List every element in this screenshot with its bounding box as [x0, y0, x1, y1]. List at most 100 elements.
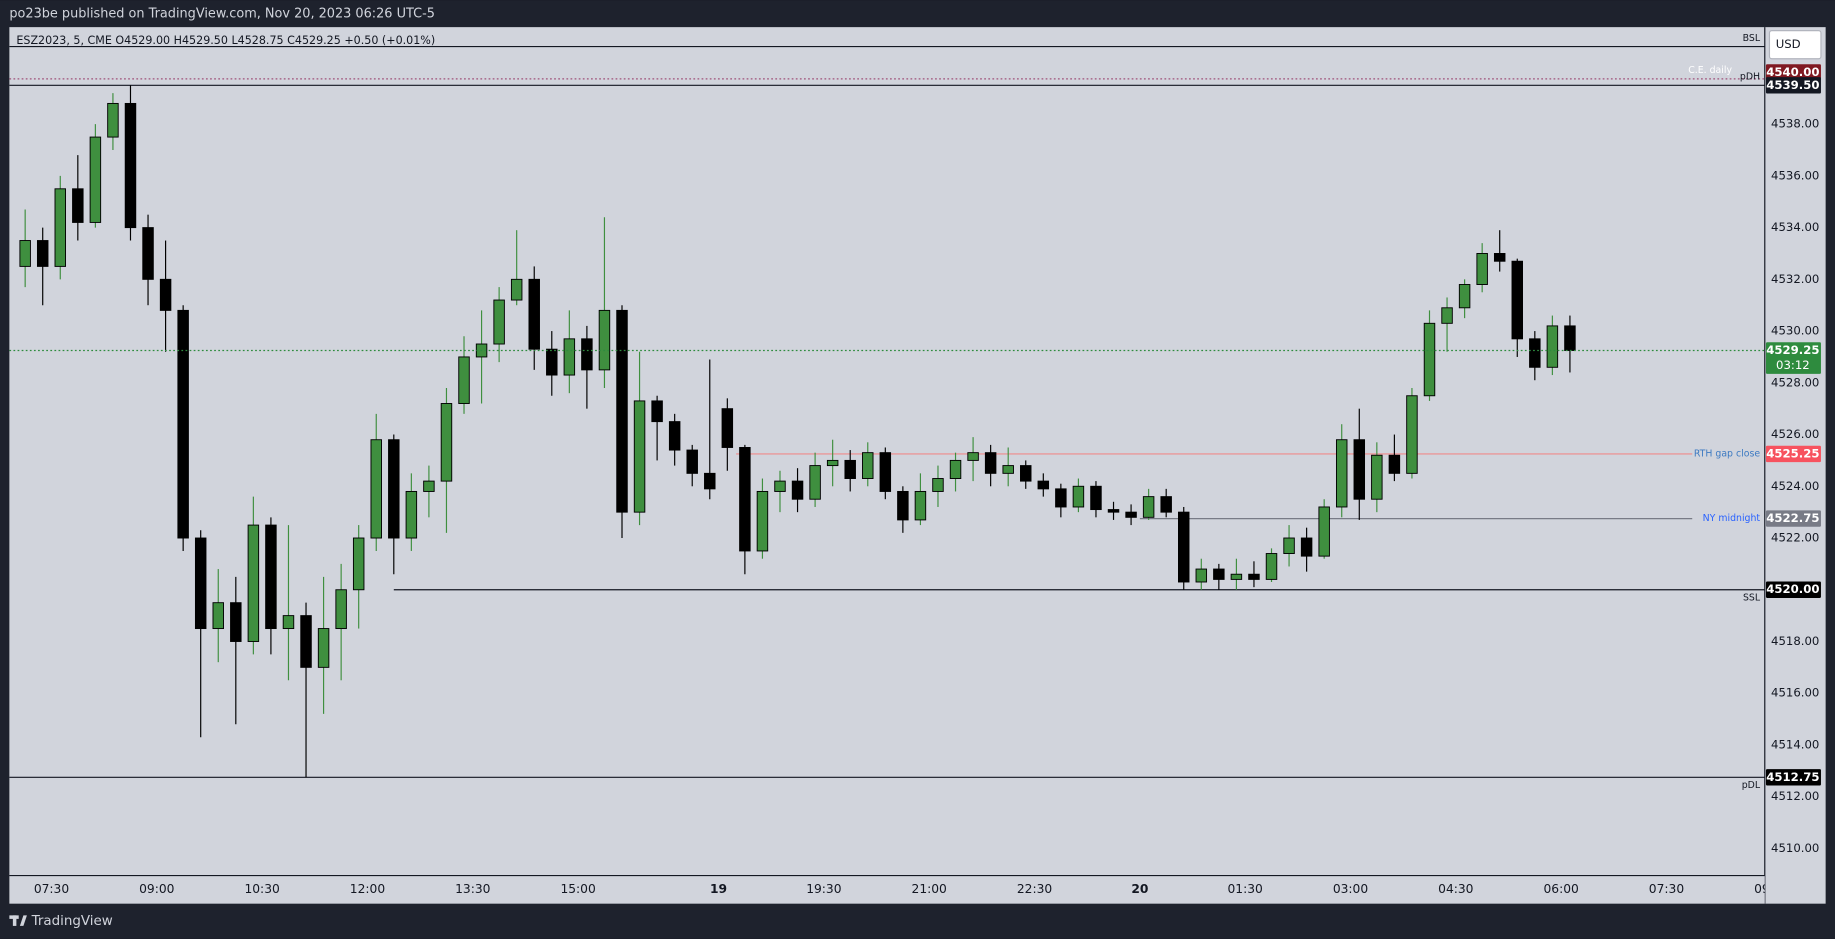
candle-body	[1476, 253, 1488, 285]
candle-body	[633, 400, 646, 513]
y-tick-label: 4536.00	[1771, 168, 1819, 182]
candle-body	[897, 490, 909, 521]
candle-body	[1107, 509, 1120, 513]
x-tick-label: 07:30	[34, 882, 69, 896]
price-axis-labels: 4538.00 4536.00 4534.00 4532.00 4530.00 4528.…	[1765, 64, 1821, 855]
x-tick-label: 01:30	[1227, 882, 1262, 896]
x-tick-label: 20	[1131, 882, 1148, 896]
y-tick-label: 4510.00	[1771, 841, 1819, 855]
candle-body	[142, 227, 154, 280]
candle-body	[1511, 260, 1524, 340]
candle-body	[546, 348, 558, 376]
level-label: pDL	[1742, 780, 1761, 791]
price-badge-label: 4539.50	[1766, 78, 1819, 92]
time-axis	[9, 875, 1765, 904]
candle-body	[704, 472, 716, 490]
candle-body	[1213, 568, 1225, 580]
candle-body	[124, 102, 137, 229]
price-badge-label: 4522.75	[1766, 511, 1819, 525]
y-tick-label: 4512.00	[1771, 789, 1819, 803]
level-label: SSL	[1743, 592, 1761, 603]
price-badge	[1765, 581, 1821, 598]
currency-button[interactable]	[1768, 30, 1822, 60]
y-tick-label: 4530.00	[1771, 324, 1819, 338]
candle-body	[1353, 439, 1366, 500]
x-tick-label: 04:30	[1438, 882, 1473, 896]
candle-body	[651, 400, 663, 423]
price-badge-label: 4525.25	[1766, 446, 1819, 460]
y-tick-label: 4528.00	[1771, 375, 1819, 389]
candle-body	[914, 490, 927, 521]
candle-body	[1002, 465, 1014, 474]
candle-body	[282, 615, 295, 630]
candle-body	[265, 524, 277, 630]
x-tick-label: 19:30	[806, 882, 841, 896]
candle-body	[388, 439, 400, 539]
candle-body	[809, 465, 821, 500]
price-badge-label: 4520.00	[1766, 582, 1819, 596]
candle-body	[739, 447, 751, 552]
price-badge	[1765, 342, 1821, 374]
candle-body	[686, 449, 698, 474]
candle-body	[1564, 325, 1576, 351]
candle-body	[616, 309, 628, 513]
x-tick-label: 13:30	[455, 882, 490, 896]
y-tick-label: 4516.00	[1771, 686, 1819, 700]
candle-body	[774, 480, 786, 492]
y-tick-label: 4514.00	[1771, 737, 1819, 751]
level-label: pDH	[1740, 72, 1760, 83]
x-tick-label: 10:30	[244, 882, 279, 896]
price-badge-label: 4512.75	[1766, 770, 1819, 784]
candle-body	[1406, 395, 1418, 474]
candle-body	[230, 602, 242, 642]
candle-body	[72, 188, 84, 223]
x-tick-label: 03:00	[1333, 882, 1368, 896]
candle-body	[370, 439, 382, 539]
candle-body	[510, 278, 523, 301]
candle-body	[1441, 307, 1453, 324]
x-tick-label: 07:30	[1649, 882, 1684, 896]
candle-body	[177, 309, 189, 539]
candle-body	[1493, 253, 1506, 262]
legend: ESZ2023, 5, CME O4529.00 H4529.50 L4528.…	[16, 34, 435, 47]
price-badge-countdown: 03:12	[1776, 358, 1810, 372]
candle-body	[721, 408, 734, 448]
candle-body	[1458, 284, 1471, 309]
x-tick-label: 15:00	[560, 882, 595, 896]
y-tick-label: 4534.00	[1771, 220, 1819, 234]
plot: BSL C.E. daily pDH RTH gap close NY midnight…	[9, 33, 1765, 791]
candle-body	[247, 524, 260, 642]
candle-body	[423, 480, 435, 492]
x-tick-label: 06:00	[1543, 882, 1578, 896]
candle-body	[1020, 465, 1032, 482]
candle-body	[563, 338, 576, 376]
candle-body	[581, 338, 593, 371]
candle-body	[1195, 568, 1208, 583]
candle-body	[668, 421, 681, 451]
candle-body	[1423, 322, 1436, 397]
level-label: BSL	[1743, 33, 1761, 44]
y-tick-label: 4532.00	[1771, 272, 1819, 286]
candle-body	[89, 136, 102, 223]
candle-body	[756, 490, 769, 552]
candle-body	[300, 615, 312, 668]
candle-body	[405, 490, 418, 539]
candle-body	[1142, 496, 1155, 518]
candle-body	[598, 309, 611, 371]
candle-body	[352, 537, 365, 591]
candle-body	[1248, 573, 1260, 580]
y-tick-label: 4518.00	[1771, 634, 1819, 648]
candle-body	[1230, 573, 1243, 580]
candle-body	[879, 452, 892, 492]
candle-body	[1300, 537, 1313, 557]
price-badge-label: 4529.25	[1766, 343, 1819, 357]
x-tick-label: 09:00	[1754, 882, 1789, 896]
currency[interactable]: USD	[1776, 37, 1801, 51]
x-tick-label: 09:00	[139, 882, 174, 896]
footer-logo	[9, 915, 27, 926]
candle-body	[1125, 511, 1137, 518]
header: po23be published on TradingView.com, Nov…	[9, 7, 435, 22]
time-axis-labels: 07:30 09:00 10:30 12:00 13:30 15:00 19 19:30 21:…	[34, 882, 1789, 896]
candle-body	[1090, 485, 1102, 511]
price-axis	[1764, 27, 1826, 904]
